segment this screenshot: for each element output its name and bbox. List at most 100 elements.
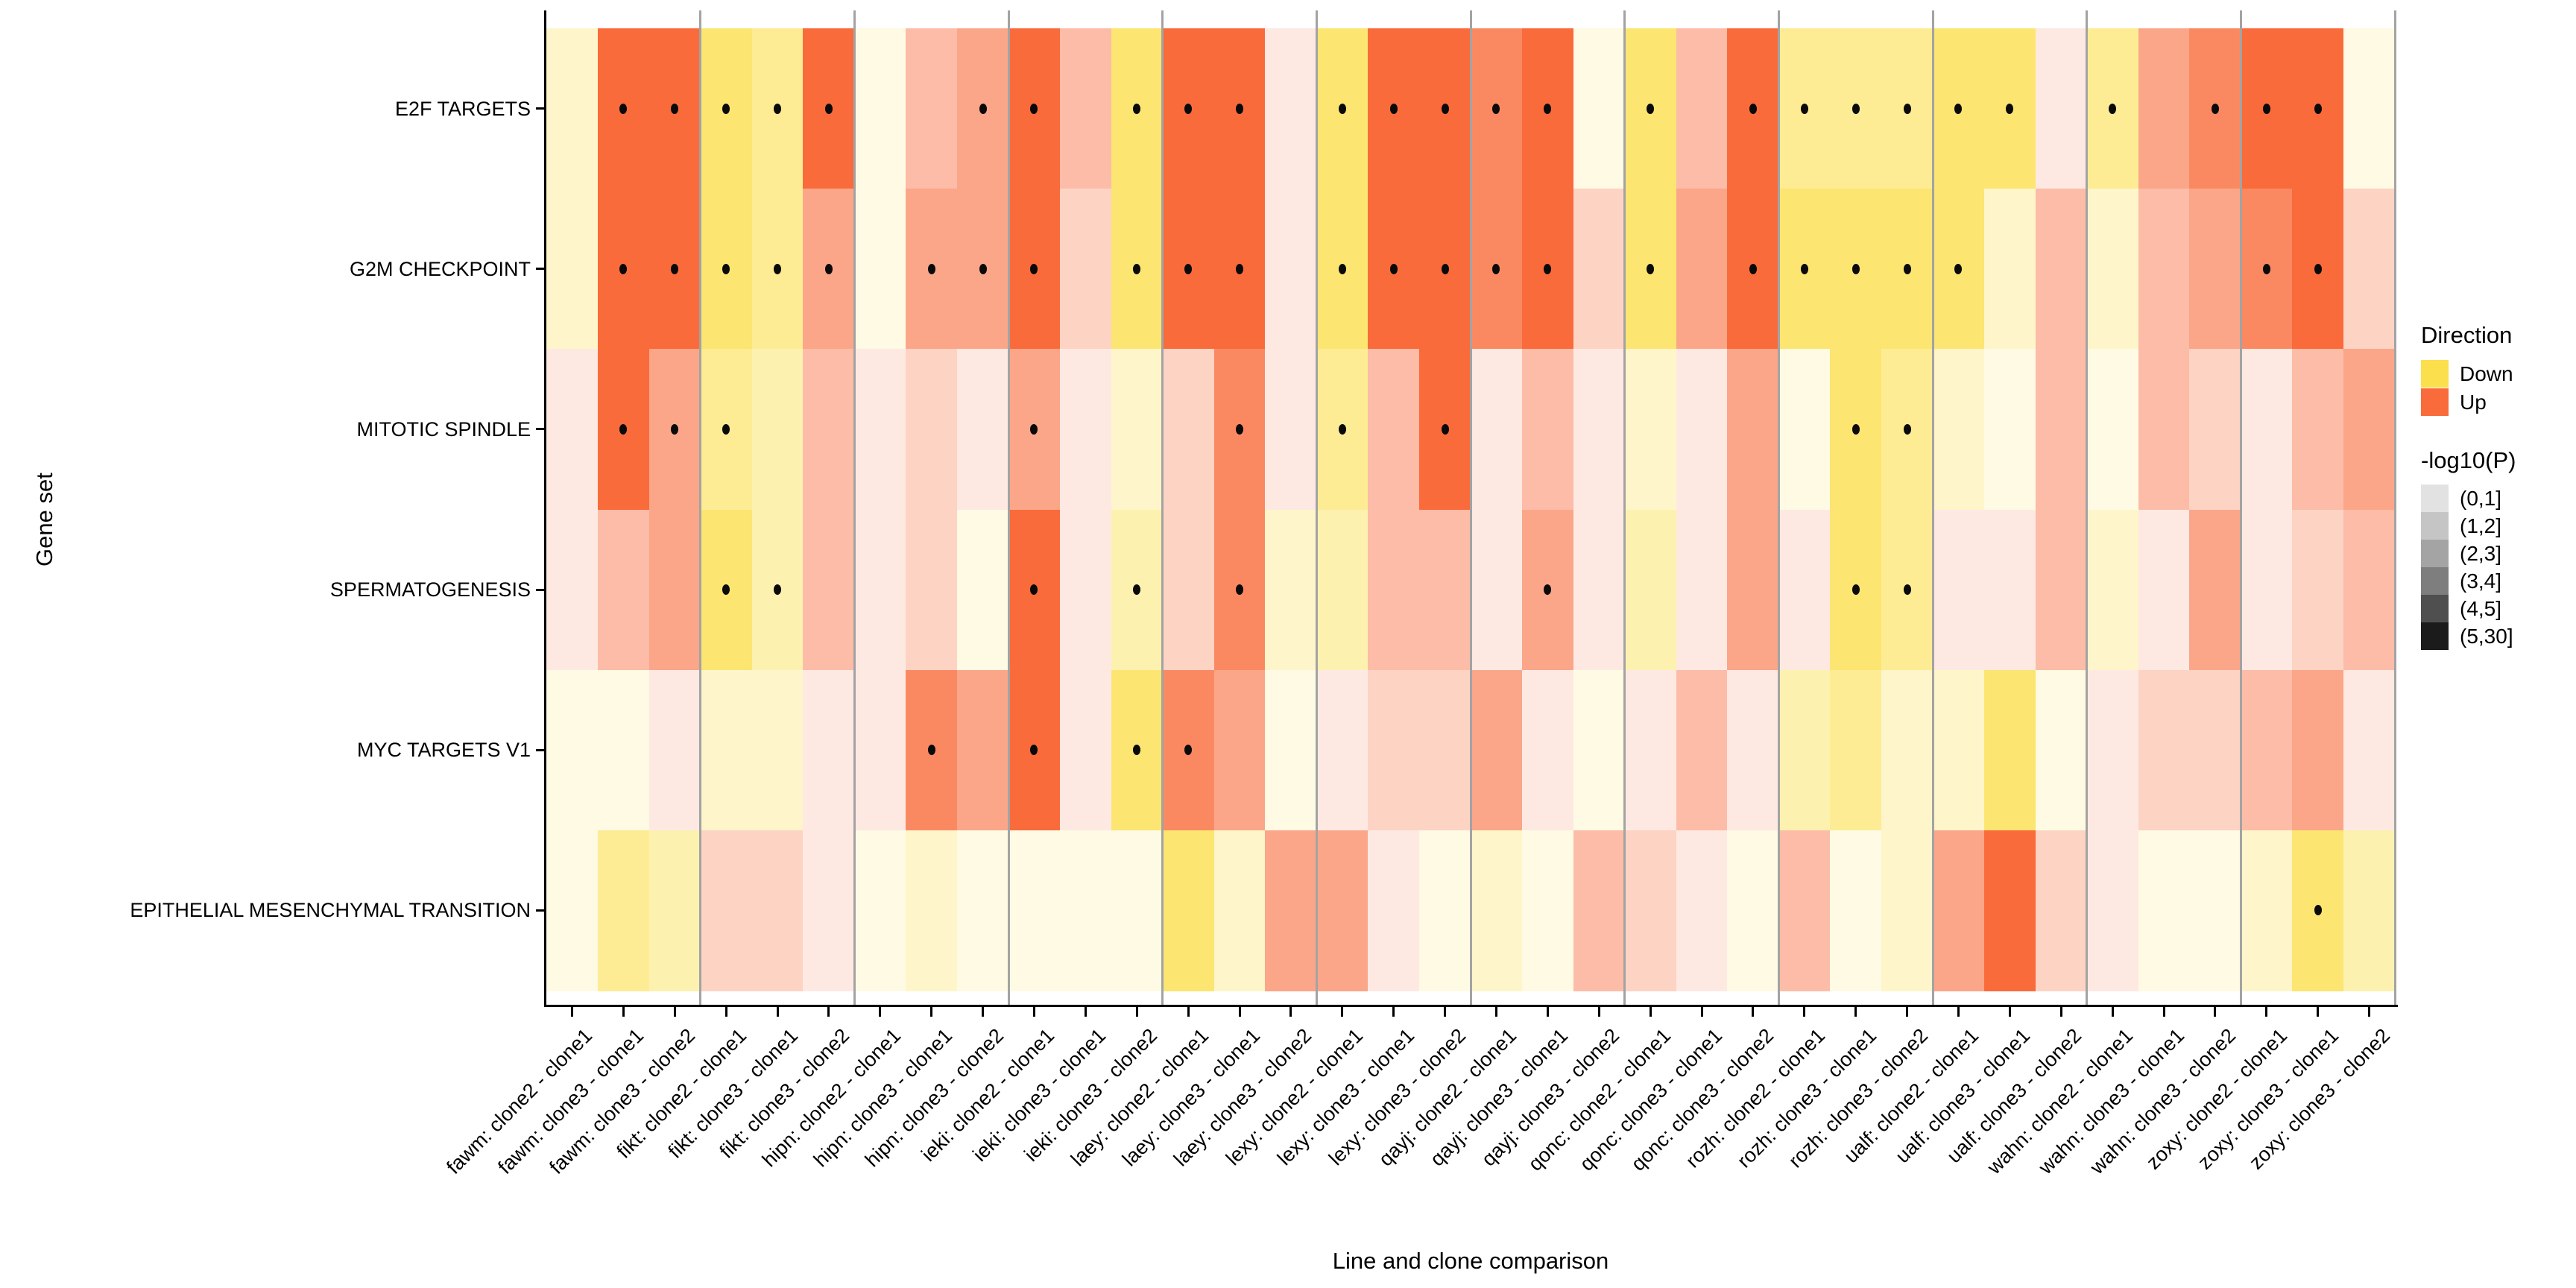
heatmap-cell (1573, 509, 1626, 671)
heatmap-cell (1933, 349, 1985, 511)
heatmap-cell (2343, 28, 2396, 189)
x-axis-tick (1546, 1007, 1549, 1017)
heatmap-cell (854, 189, 906, 350)
significance-dot (1544, 103, 1552, 114)
legend-pvalue-label: (3,4] (2460, 569, 2502, 593)
heatmap-cell (1676, 189, 1729, 350)
heatmap-cell (2035, 509, 2088, 671)
heatmap-cell (2292, 509, 2344, 671)
heatmap-cell (2241, 830, 2293, 991)
x-axis-tick (1032, 1007, 1035, 1017)
heatmap-cell (1881, 669, 1933, 831)
heatmap-cell (2343, 189, 2396, 350)
y-axis-label: G2M CHECKPOINT (349, 257, 531, 280)
significance-dot (2262, 103, 2270, 114)
heatmap-cell (2292, 349, 2344, 511)
heatmap-cell (803, 830, 855, 991)
group-separator-line (2086, 10, 2089, 1005)
x-axis-tick (1187, 1007, 1190, 1017)
heatmap-cell (2138, 669, 2191, 831)
heatmap-cell (1419, 509, 1471, 671)
heatmap-cell (546, 669, 599, 831)
x-axis-tick (1135, 1007, 1138, 1017)
heatmap-cell (854, 28, 906, 189)
x-axis-tick (930, 1007, 933, 1017)
heatmap-cell (2189, 189, 2241, 350)
significance-dot (722, 423, 730, 435)
x-axis-tick (724, 1007, 727, 1017)
x-axis-tick (2214, 1007, 2217, 1017)
heatmap-cell (1059, 830, 1112, 991)
significance-dot (2262, 263, 2270, 274)
significance-dot (774, 584, 781, 596)
legend-pvalue-swatch (2421, 622, 2449, 650)
y-axis-tick (536, 909, 546, 912)
x-axis-tick (2317, 1007, 2320, 1017)
heatmap-cell (1983, 349, 2036, 511)
heatmap-cell (1573, 189, 1626, 350)
significance-dot (2314, 263, 2322, 274)
significance-dot (927, 745, 935, 756)
legend-pvalue-label: (2,3] (2460, 542, 2502, 565)
x-axis-tick (1906, 1007, 1909, 1017)
legend-pvalue-title: -log10(P) (2421, 447, 2516, 473)
legend-pvalue-swatch (2421, 484, 2449, 512)
heatmap-cell (2189, 830, 2241, 991)
heatmap-cell (2035, 189, 2088, 350)
heatmap-cell (906, 349, 958, 511)
heatmap-cell (597, 669, 650, 831)
heatmap-cell (1521, 349, 1574, 511)
heatmap-cell (546, 830, 599, 991)
heatmap-cell (1830, 669, 1882, 831)
heatmap-cell (2343, 509, 2396, 671)
heatmap-cell (1933, 830, 1985, 991)
legend-pvalue-label: (4,5] (2460, 597, 2502, 620)
heatmap-cell (1419, 830, 1471, 991)
significance-dot (1647, 263, 1655, 274)
significance-dot (1492, 103, 1500, 114)
heatmap-cell (1933, 509, 1985, 671)
y-axis-title: Gene set (31, 473, 57, 566)
heatmap-cell (803, 509, 855, 671)
x-axis-tick (1444, 1007, 1447, 1017)
heatmap-cell (1521, 669, 1574, 831)
heatmap-cell (1573, 669, 1626, 831)
heatmap-cell (1368, 669, 1420, 831)
y-axis-label: E2F TARGETS (394, 97, 531, 120)
heatmap-cell (1162, 830, 1215, 991)
y-axis-label: MYC TARGETS V1 (356, 739, 531, 762)
heatmap-cell (1419, 669, 1471, 831)
heatmap-cell (1471, 349, 1523, 511)
heatmap-cell (2086, 349, 2139, 511)
heatmap-cell (1162, 349, 1215, 511)
significance-dot (1954, 103, 1963, 114)
y-axis-label: MITOTIC SPINDLE (356, 417, 531, 441)
x-axis-tick (1597, 1007, 1600, 1017)
heatmap-cell (854, 830, 906, 991)
heatmap-cell (2138, 28, 2191, 189)
heatmap-cell (1778, 509, 1831, 671)
heatmap-cell (2086, 509, 2139, 671)
group-separator-line (2239, 10, 2242, 1005)
x-axis-line (544, 1005, 2398, 1007)
significance-dot (1954, 263, 1963, 274)
heatmap-cell (2035, 28, 2088, 189)
significance-dot (1236, 103, 1243, 114)
x-axis-tick (1957, 1007, 1960, 1017)
heatmap-cell (1624, 509, 1677, 671)
significance-dot (1030, 103, 1038, 114)
significance-dot (671, 103, 679, 114)
heatmap-cell (1573, 830, 1626, 991)
heatmap-cell (1778, 349, 1831, 511)
significance-dot (671, 263, 679, 274)
heatmap-cell (2138, 830, 2191, 991)
significance-dot (1544, 584, 1552, 596)
group-separator-line (2393, 10, 2396, 1005)
heatmap-cell (597, 509, 650, 671)
heatmap-cell (2189, 509, 2241, 671)
x-axis-tick (1238, 1007, 1241, 1017)
significance-dot (1492, 263, 1500, 274)
x-axis-tick (2162, 1007, 2165, 1017)
significance-dot (1030, 423, 1038, 435)
significance-dot (619, 103, 628, 114)
